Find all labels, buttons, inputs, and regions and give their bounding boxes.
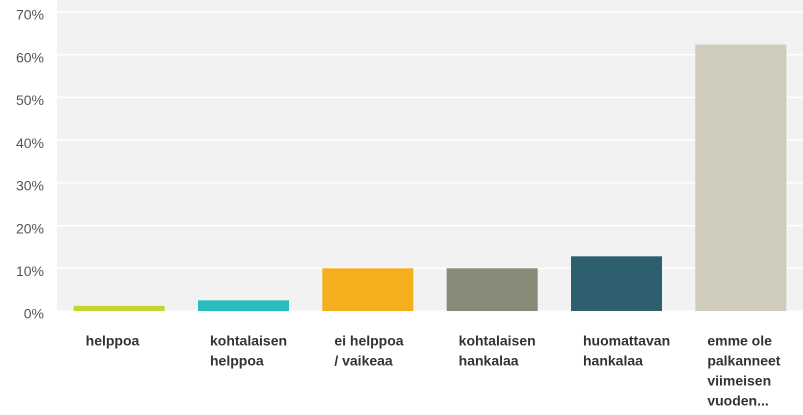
x-tick-label: palkanneet — [707, 353, 780, 369]
y-tick-label: 0% — [24, 306, 44, 322]
bar — [322, 268, 414, 311]
x-tick-label: / vaikeaa — [334, 353, 393, 369]
bar — [73, 305, 165, 311]
x-tick-label: emme ole — [707, 333, 772, 349]
x-tick-label: ei helppoa — [334, 333, 403, 349]
bar — [198, 300, 289, 311]
bar — [446, 268, 538, 311]
x-tick-label: vuoden... — [707, 393, 768, 409]
y-tick-label: 60% — [16, 49, 44, 65]
y-tick-label: 70% — [16, 7, 44, 23]
x-tick-label: helppoa — [210, 353, 264, 369]
x-tick-label: hankalaa — [459, 353, 519, 369]
bar — [695, 44, 787, 311]
x-tick-label: huomattavan — [583, 333, 670, 349]
y-tick-label: 20% — [16, 220, 44, 236]
x-tick-label: helppoa — [86, 333, 140, 349]
x-tick-label: kohtalaisen — [210, 333, 287, 349]
y-tick-label: 30% — [16, 178, 44, 194]
y-tick-label: 10% — [16, 263, 44, 279]
y-tick-label: 40% — [16, 135, 44, 151]
x-tick-label: viimeisen — [707, 373, 771, 389]
bar — [571, 256, 662, 311]
plot-area — [57, 0, 803, 312]
y-tick-label: 50% — [16, 92, 44, 108]
x-tick-label: hankalaa — [583, 353, 643, 369]
x-tick-label: kohtalaisen — [459, 333, 536, 349]
